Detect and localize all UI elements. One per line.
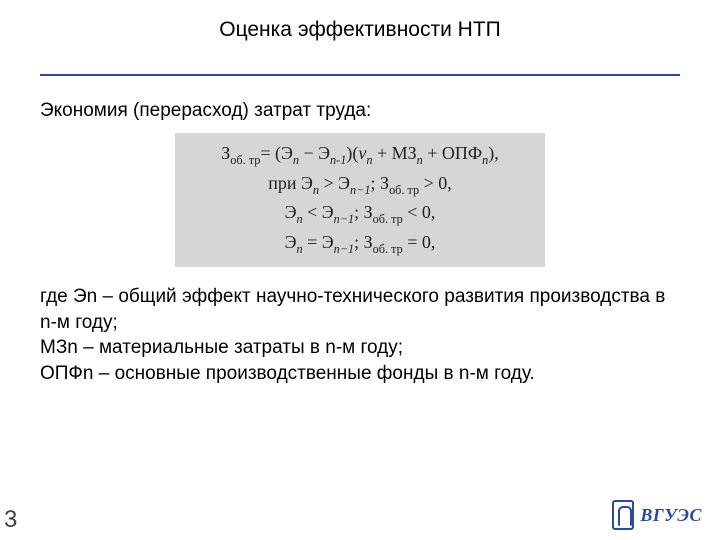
logo-badge-icon bbox=[612, 500, 634, 530]
formula-box: Зоб. тр= (Эn − Эn-1)(νn + МЗn + ОПФn), п… bbox=[176, 134, 544, 266]
legend-line-3: ОПФn – основные производственные фонды в… bbox=[40, 361, 680, 387]
formula-line-1: Зоб. тр= (Эn − Эn-1)(νn + МЗn + ОПФn), bbox=[186, 140, 534, 170]
slide-title: Оценка эффективности НТП bbox=[40, 18, 680, 42]
logo-text: ВГУЭС bbox=[640, 505, 702, 526]
legend-line-1: где Эn – общий эффект научно-техническог… bbox=[40, 284, 680, 335]
title-rule bbox=[40, 74, 680, 76]
footer-logo: ВГУЭС bbox=[612, 500, 702, 530]
slide: Оценка эффективности НТП Экономия (перер… bbox=[0, 0, 720, 540]
legend-block: где Эn – общий эффект научно-техническог… bbox=[40, 284, 680, 387]
lead-text: Экономия (перерасход) затрат труда: bbox=[40, 100, 680, 122]
formula-line-4: Эn = Эn−1; Зоб. тр = 0, bbox=[186, 229, 534, 259]
page-number: 3 bbox=[4, 506, 17, 534]
legend-line-2: МЗn – материальные затраты в n-м году; bbox=[40, 335, 680, 361]
formula-line-3: Эn < Эn−1; Зоб. тр < 0, bbox=[186, 199, 534, 229]
formula-line-2: при Эn > Эn−1; Зоб. тр > 0, bbox=[186, 170, 534, 200]
